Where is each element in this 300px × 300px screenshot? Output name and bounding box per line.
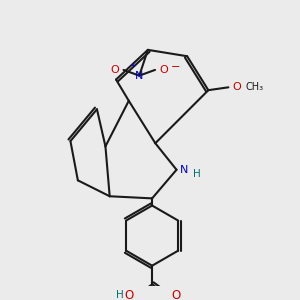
Text: O: O (160, 65, 169, 75)
Text: O: O (172, 289, 181, 300)
Text: −: − (170, 62, 180, 72)
Text: CH₃: CH₃ (245, 82, 263, 92)
Text: H: H (193, 169, 201, 179)
Text: N: N (180, 165, 189, 175)
Text: O: O (124, 289, 134, 300)
Text: O: O (232, 82, 241, 92)
Text: +: + (130, 61, 136, 70)
Text: N: N (135, 70, 143, 81)
Text: H: H (116, 290, 123, 300)
Text: O: O (110, 65, 119, 75)
